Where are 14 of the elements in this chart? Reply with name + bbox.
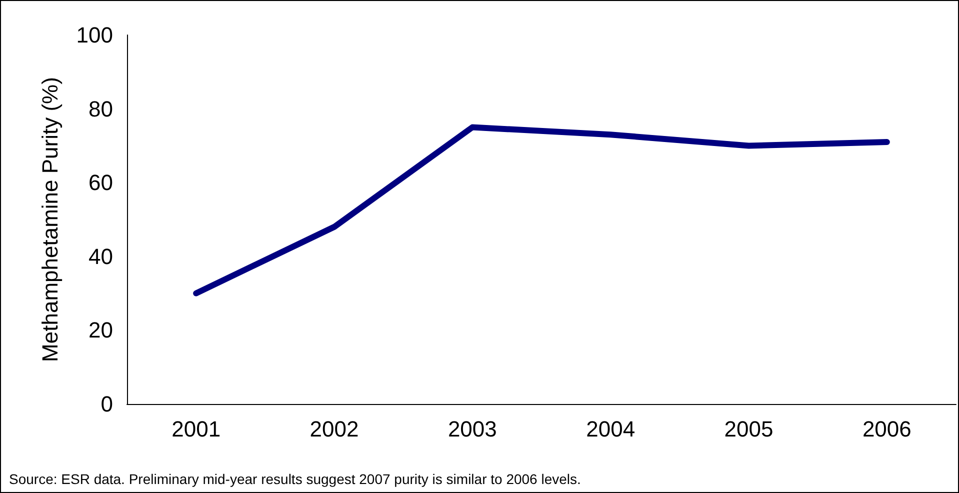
x-tick-label: 2005 <box>724 416 774 442</box>
y-tick-label: 0 <box>100 392 113 416</box>
x-tick-label: 2006 <box>862 416 912 442</box>
x-tick-label: 2004 <box>586 416 636 442</box>
y-axis-title: Methamphetamine Purity (%) <box>38 77 62 362</box>
y-tick-label: 20 <box>88 318 113 343</box>
x-tick-label: 2001 <box>172 416 221 442</box>
x-tick-label: 2003 <box>448 416 497 442</box>
y-tick-label: 80 <box>88 96 113 122</box>
y-tick-label: 40 <box>88 244 113 269</box>
x-tick-label: 2002 <box>310 416 359 442</box>
y-tick-label: 100 <box>76 22 113 48</box>
y-tick-label: 60 <box>88 170 113 196</box>
source-note: Source: ESR data. Preliminary mid-year results suggest 2007 purity is similar to 2006 levels. <box>9 471 581 487</box>
